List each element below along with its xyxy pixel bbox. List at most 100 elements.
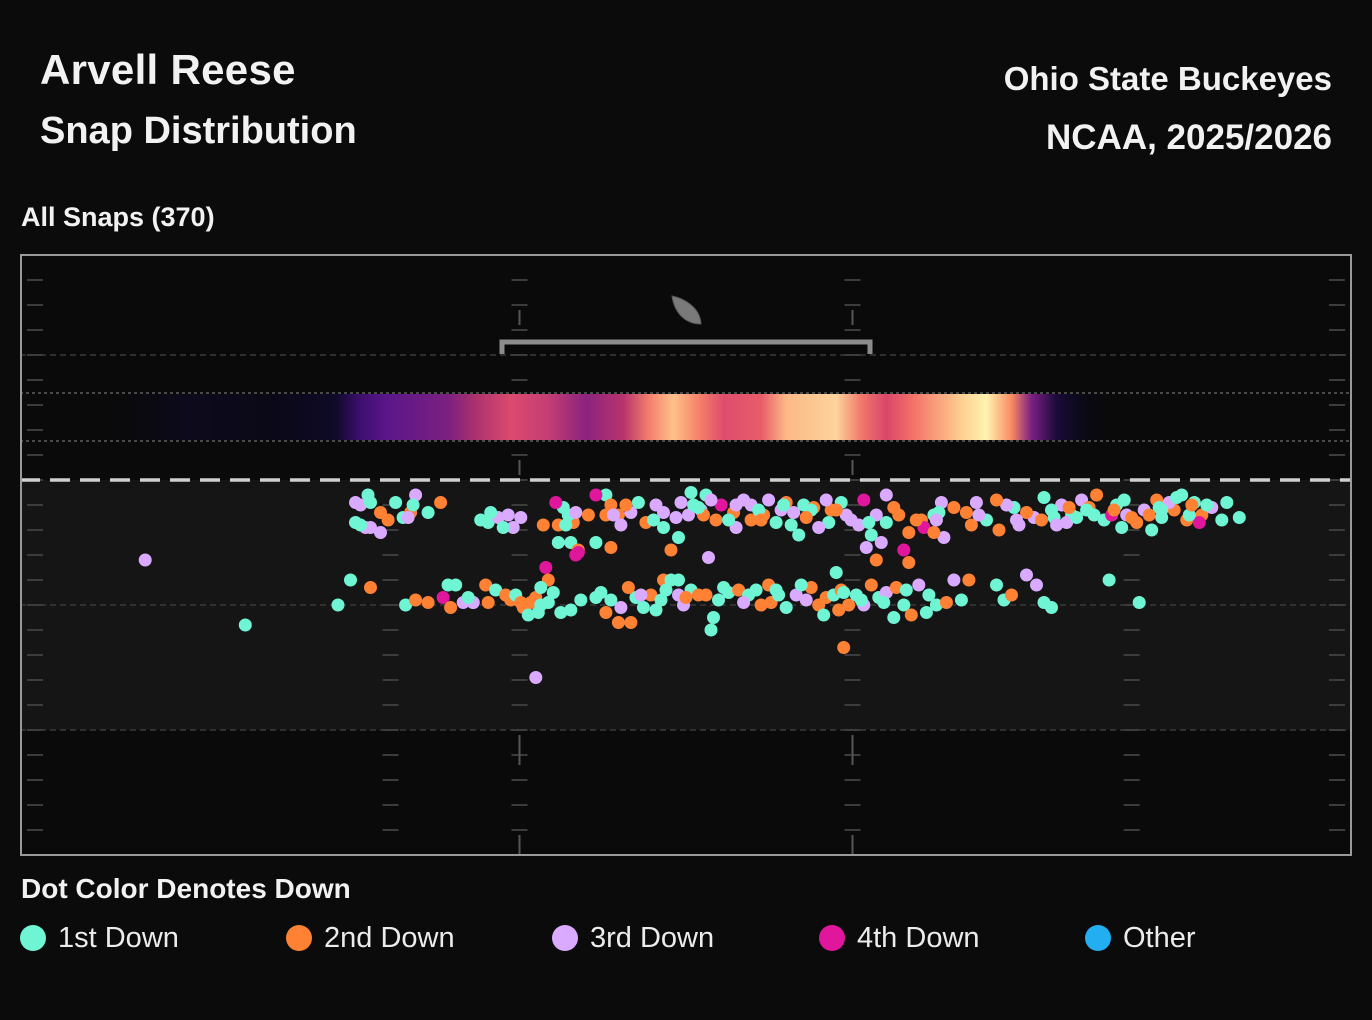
snap-point	[409, 488, 423, 502]
snap-point	[569, 506, 583, 519]
snap-point	[489, 583, 503, 597]
snap-point	[779, 601, 793, 614]
snap-point	[606, 508, 620, 522]
snap-point	[787, 506, 801, 519]
snap-point	[879, 586, 893, 599]
snap-point	[461, 591, 475, 604]
snap-point	[990, 493, 1003, 507]
snap-point	[1145, 523, 1159, 537]
snap-point	[1132, 596, 1146, 609]
snap-point	[436, 591, 450, 604]
snap-point	[399, 598, 413, 612]
snap-point	[406, 498, 420, 512]
snap-point	[1232, 511, 1246, 524]
snap-point	[1005, 588, 1018, 602]
legend: 1st Down 2nd Down 3rd Down 4th Down Othe…	[20, 918, 1360, 958]
snap-point	[551, 536, 565, 549]
snap-point	[364, 581, 377, 594]
hash-bracket	[499, 339, 873, 354]
snap-point	[947, 501, 961, 514]
snap-point	[784, 518, 798, 532]
snap-point	[539, 561, 553, 574]
snap-point	[874, 536, 888, 549]
snap-point	[549, 496, 563, 509]
snap-point	[604, 498, 618, 512]
snap-point	[712, 593, 725, 607]
snap-point	[654, 593, 668, 607]
snap-point	[904, 608, 918, 622]
hash-marks	[27, 279, 1345, 855]
snap-point	[929, 513, 943, 527]
snap-point	[238, 618, 252, 632]
snap-point	[1000, 498, 1013, 512]
snap-point	[792, 528, 806, 542]
legend-dot-2nd-down	[286, 925, 312, 951]
snap-point	[857, 493, 871, 507]
snap-point	[902, 556, 916, 569]
snap-point	[692, 501, 705, 514]
snap-point	[887, 611, 901, 624]
snap-point	[842, 598, 856, 612]
snap-point	[864, 578, 878, 592]
snap-point	[594, 586, 608, 599]
snap-point	[722, 513, 736, 527]
snap-point	[331, 598, 345, 612]
snap-point	[1010, 513, 1023, 527]
snap-point	[664, 543, 678, 557]
snap-point	[1090, 488, 1104, 502]
snap-point	[682, 508, 695, 522]
snap-point	[1125, 511, 1139, 524]
snap-point	[879, 488, 893, 502]
snap-point	[506, 521, 520, 534]
snap-point	[541, 596, 555, 609]
snap-point	[709, 513, 723, 527]
snap-point	[441, 578, 455, 592]
snap-point	[554, 606, 568, 619]
snap-point	[769, 583, 783, 597]
snap-point	[1185, 498, 1199, 512]
snap-point	[647, 513, 660, 527]
snap-point	[1117, 493, 1131, 507]
snap-point	[829, 503, 843, 517]
snap-point	[364, 496, 377, 509]
snap-point	[444, 601, 458, 614]
snap-point	[599, 606, 613, 619]
field-border	[20, 254, 1352, 856]
snap-point	[401, 511, 415, 524]
snap-point	[501, 508, 515, 522]
snap-point	[374, 526, 387, 539]
snap-point	[604, 593, 618, 607]
snap-point	[409, 593, 423, 607]
snap-point	[1115, 521, 1129, 534]
snap-point	[684, 486, 698, 499]
snap-point	[817, 608, 831, 622]
snap-point	[1050, 518, 1064, 532]
snap-point	[1020, 506, 1033, 519]
legend-item-3rd-down: 3rd Down	[552, 918, 714, 958]
snap-point	[1200, 498, 1214, 512]
snap-point	[649, 498, 663, 512]
snap-point	[531, 606, 545, 619]
snap-point	[962, 573, 976, 587]
alignment-heatmap-band	[20, 394, 1352, 440]
legend-item-4th-down: 4th Down	[819, 918, 980, 958]
snap-point	[877, 596, 891, 609]
snap-point	[707, 611, 720, 624]
snap-point	[909, 513, 923, 527]
snap-point	[1035, 513, 1048, 527]
legend-label-1st-down: 1st Down	[58, 921, 179, 954]
snap-point	[659, 583, 673, 597]
snap-point	[1020, 568, 1033, 582]
snap-point	[1192, 516, 1206, 529]
snap-point	[619, 498, 633, 512]
legend-label-2nd-down: 2nd Down	[324, 921, 455, 954]
snap-point	[536, 518, 550, 532]
snap-point	[521, 608, 535, 622]
snap-point	[574, 593, 588, 607]
snaps-count-label: All Snaps (370)	[21, 202, 215, 232]
snap-point	[614, 518, 628, 532]
snap-point	[421, 506, 435, 519]
snap-point	[934, 496, 948, 509]
snap-point	[634, 588, 648, 602]
snap-point	[389, 496, 403, 509]
